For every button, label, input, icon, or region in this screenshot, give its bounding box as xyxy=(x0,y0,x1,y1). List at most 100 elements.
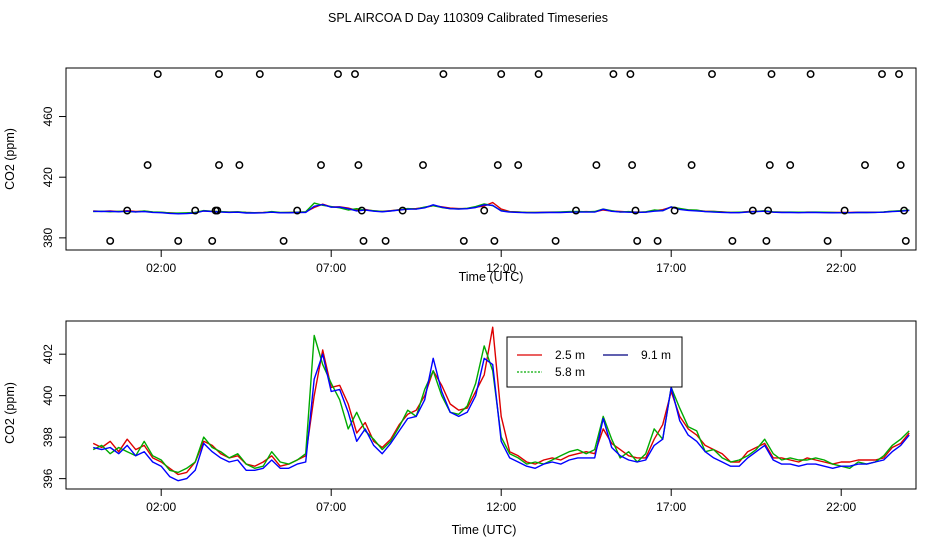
top-x-tick-label: 07:00 xyxy=(316,261,346,275)
top-circle-point xyxy=(534,70,543,79)
top-circle-point xyxy=(626,70,635,79)
top-circle-point xyxy=(806,70,815,79)
bottom-y-tick-label: 400 xyxy=(41,385,55,405)
top-circle-point xyxy=(490,236,499,245)
top-circle-points xyxy=(106,70,910,245)
top-circle-point xyxy=(439,70,448,79)
top-y-axis-label: CO2 (ppm) xyxy=(3,128,17,190)
top-circle-point xyxy=(497,70,506,79)
top-circle-point xyxy=(279,236,288,245)
top-circle-point xyxy=(687,161,696,170)
top-x-axis: 02:00 07:00 12:00 17:00 22:00 xyxy=(146,250,857,275)
top-circle-point xyxy=(895,70,903,79)
top-y-tick-label: 380 xyxy=(41,228,55,248)
top-circle-point xyxy=(762,236,771,245)
bottom-x-axis-label: Time (UTC) xyxy=(452,523,517,537)
bottom-y-tick-label: 402 xyxy=(41,344,55,364)
top-circle-point xyxy=(728,236,737,245)
top-circle-point xyxy=(191,206,200,215)
bottom-x-tick-label: 07:00 xyxy=(316,500,346,514)
top-circle-point xyxy=(143,161,152,170)
top-circle-point xyxy=(419,161,427,170)
top-circle-point xyxy=(572,206,580,215)
bottom-x-tick-label: 22:00 xyxy=(826,500,856,514)
top-y-axis: 380 420 460 xyxy=(41,106,66,248)
legend: 2.5 m 9.1 m 5.8 m xyxy=(506,336,683,388)
top-circle-point xyxy=(633,236,642,245)
top-x-axis-label: Time (UTC) xyxy=(459,270,524,284)
top-circle-point xyxy=(357,206,366,215)
top-circle-point xyxy=(174,236,183,245)
top-circle-point xyxy=(514,161,523,170)
legend-label-5-8m: 5.8 m xyxy=(555,365,585,379)
top-circle-point xyxy=(215,161,223,170)
top-circle-point xyxy=(786,161,795,170)
top-circle-point xyxy=(317,161,325,170)
top-circle-point xyxy=(235,161,244,170)
top-circle-point xyxy=(592,161,601,170)
bottom-x-tick-label: 12:00 xyxy=(486,500,516,514)
top-circle-point xyxy=(153,70,162,79)
top-circle-point xyxy=(708,70,716,79)
top-circle-point xyxy=(359,236,368,245)
top-y-tick-label: 420 xyxy=(41,167,55,187)
bottom-y-axis: 396 398 400 402 xyxy=(41,344,66,489)
top-circle-point xyxy=(767,70,776,79)
legend-label-9-1m: 9.1 m xyxy=(641,348,671,362)
top-circle-point xyxy=(123,206,132,215)
top-y-tick-label: 460 xyxy=(41,106,55,126)
bottom-plot-frame xyxy=(65,320,917,490)
top-circle-point xyxy=(334,70,342,79)
top-circle-point xyxy=(840,206,849,215)
legend-label-2-5m: 2.5 m xyxy=(555,348,585,362)
top-circle-point xyxy=(551,236,560,245)
top-circle-point xyxy=(765,161,774,170)
top-panel: 02:00 07:00 12:00 17:00 22:00 380 420 460 Time… xyxy=(3,67,917,284)
top-circle-point xyxy=(878,70,886,79)
bottom-x-axis: 02:00 07:00 12:00 17:00 22:00 xyxy=(146,489,857,514)
top-x-tick-label: 22:00 xyxy=(826,261,856,275)
top-circle-point xyxy=(381,236,390,245)
top-circle-point xyxy=(900,206,909,215)
top-circle-point xyxy=(628,161,637,170)
top-plot-frame xyxy=(65,67,917,251)
top-circle-point xyxy=(861,161,869,170)
top-x-tick-label: 02:00 xyxy=(146,261,176,275)
top-circle-point xyxy=(480,206,489,215)
bottom-series-line-9-1-m xyxy=(93,353,910,482)
top-x-tick-label: 17:00 xyxy=(656,261,686,275)
top-series-line-9-1-m xyxy=(93,203,910,215)
top-circle-point xyxy=(293,206,302,215)
top-circle-point xyxy=(106,236,115,245)
top-circle-point xyxy=(351,70,359,79)
top-circle-point xyxy=(354,161,363,170)
top-circle-point xyxy=(213,206,222,215)
top-circle-point xyxy=(764,206,773,215)
top-circle-point xyxy=(748,206,757,215)
top-circle-point xyxy=(398,206,407,215)
top-circle-point xyxy=(670,206,679,215)
top-circle-point xyxy=(255,70,264,79)
bottom-y-axis-label: CO2 (ppm) xyxy=(3,382,17,444)
figure-title: SPL AIRCOA D Day 110309 Calibrated Times… xyxy=(328,11,608,25)
top-circle-point xyxy=(901,236,910,245)
bottom-x-tick-label: 17:00 xyxy=(656,500,686,514)
bottom-y-tick-label: 396 xyxy=(41,468,55,488)
top-circle-point xyxy=(631,206,640,215)
bottom-panel: 02:00 07:00 12:00 17:00 22:00 396 398 400 402 T… xyxy=(3,320,917,537)
top-circle-point xyxy=(823,236,832,245)
bottom-x-tick-label: 02:00 xyxy=(146,500,176,514)
legend-box xyxy=(506,336,683,388)
bottom-series-line-2-5-m xyxy=(92,326,910,476)
top-circle-point xyxy=(215,70,223,79)
top-circle-point xyxy=(493,161,502,170)
bottom-series-line-5-8-m xyxy=(92,334,910,474)
top-circle-point xyxy=(896,161,905,170)
top-circle-point xyxy=(609,70,618,79)
bottom-y-tick-label: 398 xyxy=(41,427,55,447)
top-circle-point xyxy=(653,236,662,245)
top-circle-point xyxy=(208,236,217,245)
top-circle-point xyxy=(459,236,468,245)
top-x-tick-label: 12:00 xyxy=(486,261,516,275)
